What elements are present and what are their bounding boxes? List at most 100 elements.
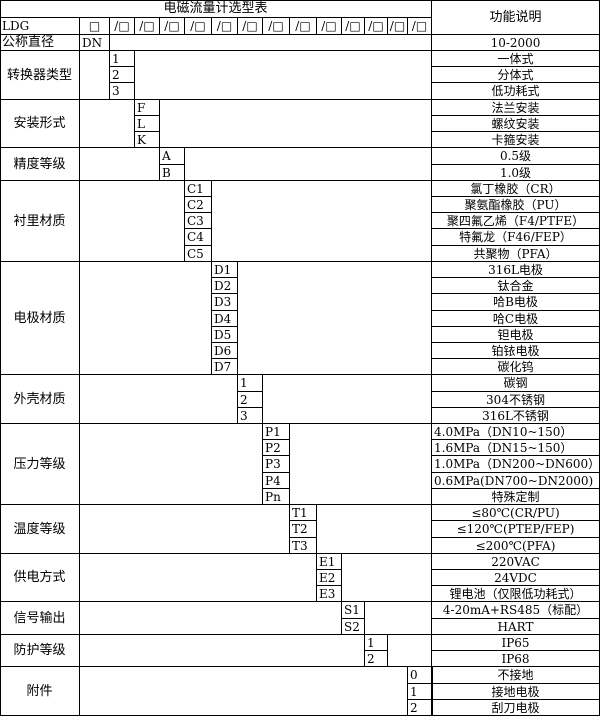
option-desc: ≤200℃(PFA) <box>432 538 600 554</box>
group-label: 精度等级 <box>0 148 80 181</box>
option-code: D1 <box>212 262 238 278</box>
option-desc: 1.0级 <box>432 165 600 181</box>
option-code: 1 <box>408 684 432 700</box>
option-code: 1 <box>110 51 135 67</box>
option-code: Pn <box>263 489 290 505</box>
option-desc: 4.0MPa（DN10~150） <box>432 424 600 440</box>
option-desc: 接地电极 <box>432 684 600 700</box>
blank-cell <box>290 424 432 505</box>
option-code: P2 <box>263 440 290 456</box>
option-code: 2 <box>238 392 263 408</box>
option-desc: 铂铱电极 <box>432 343 600 359</box>
blank-cell <box>80 148 160 181</box>
option-code: P3 <box>263 456 290 473</box>
option-code: T1 <box>290 505 317 521</box>
option-desc: 316L电极 <box>432 262 600 278</box>
group-label: 外壳材质 <box>0 375 80 424</box>
blank-cell <box>80 635 365 667</box>
option-desc: ≤120℃(PTEP/FEP) <box>432 521 600 538</box>
option-desc: 特殊定制 <box>432 489 600 505</box>
blank-cell <box>365 602 432 635</box>
option-code: 0 <box>408 667 432 684</box>
option-code: D4 <box>212 311 238 327</box>
option-code: 3 <box>110 83 135 100</box>
option-code: C1 <box>185 181 212 197</box>
option-desc: 一体式 <box>432 51 600 67</box>
option-desc: IP65 <box>432 635 600 651</box>
option-code: T2 <box>290 521 317 538</box>
blank-cell <box>80 424 263 505</box>
blank-cell <box>212 181 432 262</box>
group-label: 防护等级 <box>0 635 80 667</box>
option-code: T3 <box>290 538 317 554</box>
option-desc: 0.6MPa(DN700~DN2000) <box>432 473 600 489</box>
option-code: P1 <box>263 424 290 440</box>
nominal-code: DN <box>80 35 110 51</box>
function-header: 功能说明 <box>432 0 600 35</box>
option-code: L <box>135 116 160 132</box>
option-code: E1 <box>317 554 342 570</box>
group-label: 转换器类型 <box>0 51 80 100</box>
blank-cell <box>80 602 342 635</box>
option-code: 2 <box>408 700 432 716</box>
blank-cell <box>185 148 432 181</box>
option-desc: 0.5级 <box>432 148 600 165</box>
option-code: D3 <box>212 294 238 311</box>
option-code: D7 <box>212 359 238 375</box>
option-desc: 锂电池（仅限低功耗式） <box>432 586 600 602</box>
option-code: B <box>160 165 185 181</box>
option-desc: 法兰安装 <box>432 100 600 116</box>
option-code: 1 <box>238 375 263 392</box>
option-desc: 1.6MPa（DN15~150） <box>432 440 600 456</box>
option-code: D6 <box>212 343 238 359</box>
blank-cell <box>80 51 110 100</box>
option-code: A <box>160 148 185 165</box>
blank-cell <box>317 505 432 554</box>
group-label: 温度等级 <box>0 505 80 554</box>
option-desc: 螺纹安装 <box>432 116 600 132</box>
group-label: 安装形式 <box>0 100 80 148</box>
option-desc: 220VAC <box>432 554 600 570</box>
model-slot: /□ <box>263 18 290 35</box>
blank-cell <box>80 181 185 262</box>
option-desc: 低功耗式 <box>432 83 600 100</box>
group-label: 压力等级 <box>0 424 80 505</box>
option-desc: 4-20mA+RS485（标配） <box>432 602 600 619</box>
blank-cell <box>388 635 432 667</box>
option-code: C3 <box>185 213 212 229</box>
nominal-label: 公称直径 <box>0 35 80 51</box>
blank-cell <box>80 554 317 602</box>
model-slot: /□ <box>135 18 160 35</box>
option-desc: ≤80℃(CR/PU) <box>432 505 600 521</box>
blank-cell <box>160 100 432 148</box>
option-code: C4 <box>185 229 212 246</box>
option-desc: 1.0MPa（DN200~DN600） <box>432 456 600 473</box>
model-slot: /□ <box>238 18 263 35</box>
option-desc: IP68 <box>432 651 600 667</box>
option-code: S1 <box>342 602 365 619</box>
option-desc: 氯丁橡胶（CR） <box>432 181 600 197</box>
option-desc: 钛合金 <box>432 278 600 294</box>
model-slot: /□ <box>212 18 238 35</box>
option-desc: 分体式 <box>432 67 600 83</box>
option-code: E2 <box>317 570 342 586</box>
blank-cell <box>80 505 290 554</box>
nominal-desc: 10-2000 <box>432 35 600 51</box>
option-desc: 钽电极 <box>432 327 600 343</box>
option-code: C2 <box>185 197 212 213</box>
option-desc: 共聚物（PFA） <box>432 246 600 262</box>
option-desc: 特氟龙（F46/FEP） <box>432 229 600 246</box>
option-code: 2 <box>110 67 135 83</box>
option-code: D5 <box>212 327 238 343</box>
model-prefix: LDG <box>0 18 80 35</box>
option-code: F <box>135 100 160 116</box>
option-desc: 聚四氟乙烯（F4/PTFE） <box>432 213 600 229</box>
option-code: S2 <box>342 619 365 635</box>
group-label: 衬里材质 <box>0 181 80 262</box>
blank-cell <box>80 100 135 148</box>
group-label: 供电方式 <box>0 554 80 602</box>
blank-cell <box>110 35 432 51</box>
model-slot: /□ <box>110 18 135 35</box>
option-desc: 304不锈钢 <box>432 392 600 408</box>
